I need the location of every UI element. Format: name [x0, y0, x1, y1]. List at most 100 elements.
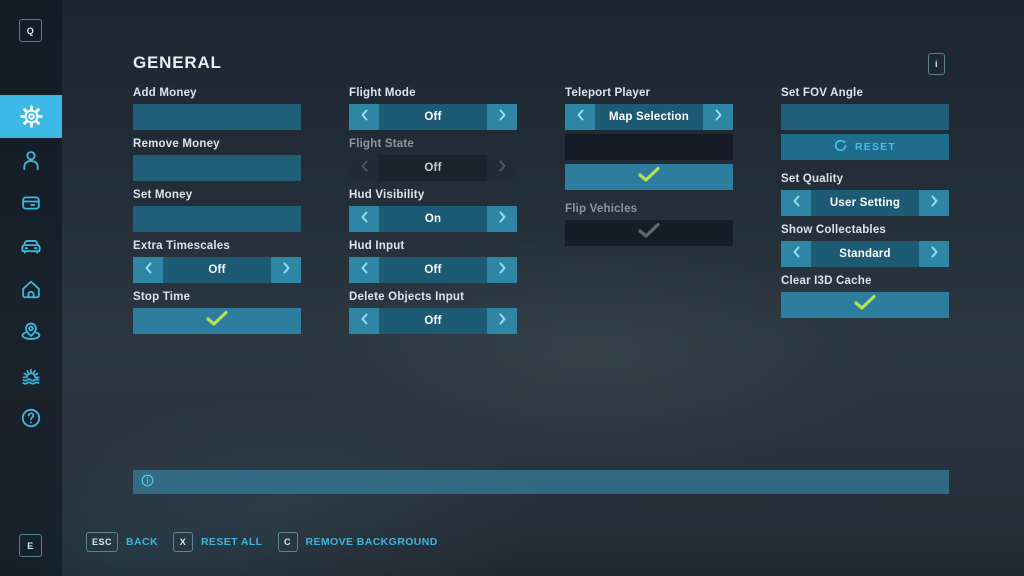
field-remove-money: Remove Money: [133, 137, 301, 181]
field-extra-timescales: Extra Timescales Off: [133, 239, 301, 283]
field-label: Set FOV Angle: [781, 87, 864, 99]
remove-money-input[interactable]: [133, 155, 301, 181]
prev-option-button: [349, 155, 379, 181]
info-button[interactable]: i: [928, 53, 945, 75]
next-option-button[interactable]: [487, 104, 517, 130]
reset-all-button[interactable]: X RESET ALL: [172, 532, 263, 552]
next-option-button[interactable]: [919, 241, 949, 267]
chevron-right-icon: [498, 108, 507, 126]
chevron-right-icon: [498, 159, 507, 177]
field-add-money: Add Money: [133, 86, 301, 130]
back-button-label: BACK: [126, 536, 158, 548]
key-badge-e-label: E: [27, 540, 34, 551]
prev-option-button[interactable]: [565, 104, 595, 130]
field-label: Extra Timescales: [133, 240, 230, 252]
teleport-confirm-button[interactable]: [565, 164, 733, 190]
chevron-right-icon: [930, 245, 939, 263]
fov-reset-button[interactable]: RESET: [781, 134, 949, 160]
field-label: Flip Vehicles: [565, 203, 638, 215]
prev-option-button[interactable]: [349, 206, 379, 232]
check-icon: [638, 166, 660, 187]
sidebar-item-player[interactable]: [0, 138, 62, 181]
chevron-left-icon: [360, 312, 369, 330]
sidebar-item-environment[interactable]: [0, 353, 62, 396]
house-icon: [18, 276, 44, 302]
key-badge-esc: ESC: [86, 532, 119, 552]
footer: ESC BACK X RESET ALL C REMOVE BACKGROUND: [86, 532, 438, 552]
check-icon: [854, 294, 876, 315]
selector-value: Off: [379, 257, 487, 283]
field-stop-time: Stop Time: [133, 290, 301, 334]
teleport-player-selector: Map Selection: [565, 104, 733, 130]
teleport-coordinates-input[interactable]: [565, 134, 733, 160]
prev-option-button[interactable]: [349, 104, 379, 130]
chevron-left-icon: [792, 194, 801, 212]
flight-mode-selector: Off: [349, 104, 517, 130]
chevron-left-icon: [360, 108, 369, 126]
field-label: Hud Visibility: [349, 189, 425, 201]
prev-option-button[interactable]: [349, 308, 379, 334]
chevron-right-icon: [498, 261, 507, 279]
next-option-button[interactable]: [919, 190, 949, 216]
key-badge-e: E: [19, 534, 42, 557]
flight-state-selector: Off: [349, 155, 517, 181]
sidebar-item-help[interactable]: [0, 396, 62, 439]
next-option-button[interactable]: [487, 308, 517, 334]
delete-objects-input-selector: Off: [349, 308, 517, 334]
chevron-right-icon: [282, 261, 291, 279]
next-option-button[interactable]: [703, 104, 733, 130]
chevron-right-icon: [498, 312, 507, 330]
sidebar-item-general[interactable]: [0, 95, 62, 138]
prev-option-button[interactable]: [781, 190, 811, 216]
next-option-button[interactable]: [487, 206, 517, 232]
back-button[interactable]: ESC BACK: [86, 532, 158, 552]
key-badge-c: C: [277, 532, 298, 552]
field-clear-i3d-cache: Clear I3D Cache: [781, 274, 949, 318]
column-money: Add Money Remove Money Set Money Extra T…: [133, 86, 301, 341]
check-icon: [638, 222, 660, 243]
chevron-right-icon: [930, 194, 939, 212]
map-pin-icon: [18, 319, 44, 345]
set-quality-selector: User Setting: [781, 190, 949, 216]
car-icon: [18, 233, 44, 259]
prev-option-button[interactable]: [133, 257, 163, 283]
field-hud-visibility: Hud Visibility On: [349, 188, 517, 232]
next-option-button: [487, 155, 517, 181]
field-label: Teleport Player: [565, 87, 651, 99]
sidebar-item-map[interactable]: [0, 310, 62, 353]
selector-value: Off: [163, 257, 271, 283]
sun-waves-icon: [18, 362, 44, 388]
sidebar-item-placeables[interactable]: [0, 267, 62, 310]
chevron-left-icon: [360, 261, 369, 279]
next-option-button[interactable]: [487, 257, 517, 283]
fov-angle-input[interactable]: [781, 104, 949, 130]
page-title: GENERAL: [133, 53, 222, 72]
reset-button-label: RESET: [854, 141, 896, 153]
prev-option-button[interactable]: [781, 241, 811, 267]
chevron-left-icon: [360, 210, 369, 228]
settings-grid: Add Money Remove Money Set Money Extra T…: [133, 86, 949, 341]
sidebar-item-finances[interactable]: [0, 181, 62, 224]
field-label: Remove Money: [133, 138, 220, 150]
add-money-input[interactable]: [133, 104, 301, 130]
chevron-left-icon: [144, 261, 153, 279]
clear-i3d-cache-button[interactable]: [781, 292, 949, 318]
selector-value: On: [379, 206, 487, 232]
gear-icon: [18, 103, 45, 130]
stop-time-button[interactable]: [133, 308, 301, 334]
info-circle-icon: [141, 474, 154, 490]
remove-background-button[interactable]: C REMOVE BACKGROUND: [277, 532, 438, 552]
key-badge-q-label: Q: [26, 25, 35, 36]
chevron-left-icon: [576, 108, 585, 126]
key-badge-x: X: [172, 532, 193, 552]
hud-visibility-selector: On: [349, 206, 517, 232]
selector-value: Off: [379, 104, 487, 130]
prev-option-button[interactable]: [349, 257, 379, 283]
next-option-button[interactable]: [271, 257, 301, 283]
field-label: Stop Time: [133, 291, 191, 303]
refresh-icon: [834, 139, 847, 155]
set-money-input[interactable]: [133, 206, 301, 232]
field-label: Hud Input: [349, 240, 405, 252]
field-show-collectables: Show Collectables Standard: [781, 223, 949, 267]
sidebar-item-vehicles[interactable]: [0, 224, 62, 267]
